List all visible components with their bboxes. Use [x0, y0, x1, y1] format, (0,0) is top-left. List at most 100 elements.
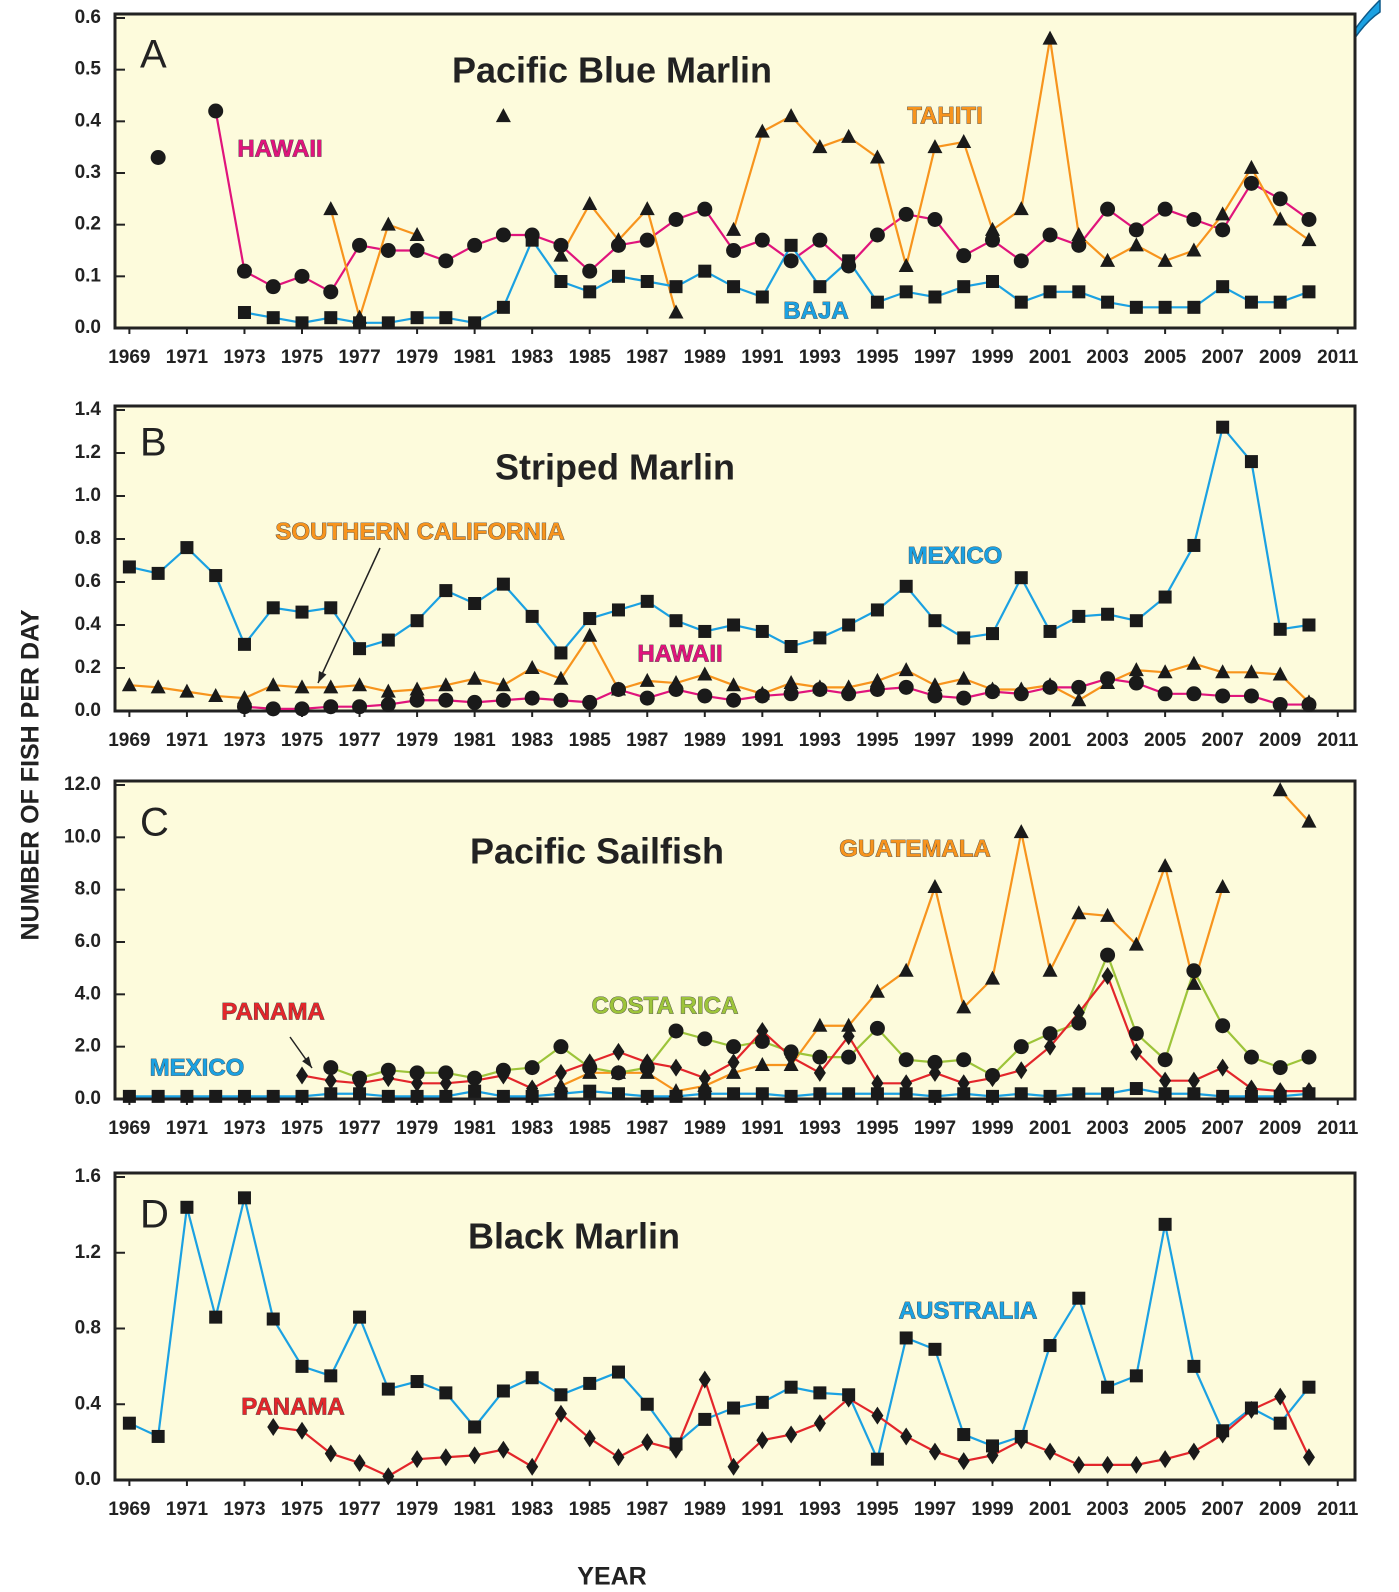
panel-title: Pacific Blue Marlin: [452, 50, 772, 91]
marker: [1129, 300, 1143, 314]
marker: [812, 682, 828, 697]
marker: [1015, 1061, 1028, 1080]
marker: [467, 670, 483, 685]
marker: [496, 300, 510, 314]
marker: [1215, 664, 1231, 679]
marker: [1244, 295, 1258, 309]
marker: [1043, 285, 1057, 299]
marker: [668, 1023, 684, 1039]
marker: [927, 212, 943, 227]
marker: [1072, 285, 1086, 299]
x-tick-label: 1991: [741, 1499, 784, 1520]
series-label: HAWAII: [237, 135, 322, 162]
marker: [582, 196, 598, 210]
marker: [265, 677, 281, 692]
x-tick-label: 1989: [684, 1118, 726, 1139]
marker: [353, 1087, 367, 1101]
marker: [352, 677, 368, 692]
marker: [1130, 1042, 1143, 1061]
marker: [639, 690, 655, 706]
marker: [1216, 1425, 1229, 1444]
marker: [122, 1416, 136, 1430]
x-tick-label: 1973: [223, 347, 265, 368]
marker: [409, 227, 425, 241]
marker: [986, 1069, 999, 1088]
marker: [323, 679, 339, 694]
marker: [1043, 1089, 1057, 1103]
x-tick-label: 1997: [914, 347, 956, 368]
marker: [812, 1017, 828, 1032]
marker: [641, 1433, 654, 1452]
marker: [525, 609, 539, 623]
marker: [1013, 686, 1029, 702]
marker: [438, 692, 454, 708]
y-tick-label: 1.2: [75, 442, 101, 463]
marker: [265, 279, 281, 295]
marker: [1042, 679, 1058, 695]
marker: [727, 1457, 740, 1476]
marker: [784, 1089, 798, 1103]
marker: [928, 1063, 941, 1082]
arrowhead: [302, 1056, 312, 1068]
marker: [1301, 697, 1317, 713]
marker: [1273, 1416, 1287, 1430]
marker: [726, 1064, 742, 1079]
marker: [985, 1439, 999, 1453]
x-tick-label: 1973: [223, 1499, 265, 1520]
y-tick-label: 8.0: [75, 879, 101, 900]
x-tick-label: 1993: [799, 1118, 841, 1139]
x-tick-label: 1981: [453, 730, 496, 751]
x-tick-label: 1993: [799, 347, 841, 368]
marker: [352, 699, 368, 715]
marker: [524, 690, 540, 706]
marker: [927, 677, 943, 692]
marker: [1071, 679, 1087, 695]
series-label: MEXICO: [908, 542, 1003, 569]
marker: [1272, 1060, 1288, 1076]
marker: [410, 1375, 424, 1389]
y-tick-label: 0.0: [75, 317, 101, 338]
marker: [611, 603, 625, 617]
x-tick-label: 1985: [569, 730, 612, 751]
marker: [754, 232, 770, 248]
marker: [323, 201, 339, 216]
x-tick-label: 1995: [856, 1118, 899, 1139]
x-tick-label: 1979: [396, 1499, 438, 1520]
x-tick-label: 1999: [971, 1118, 1013, 1139]
x-tick-label: 1987: [626, 730, 668, 751]
marker: [670, 1440, 683, 1459]
marker: [841, 1049, 857, 1065]
y-tick-label: 0.2: [75, 657, 101, 678]
marker: [697, 688, 713, 704]
marker: [122, 1089, 136, 1103]
marker: [208, 103, 224, 119]
x-tick-label: 1969: [108, 1118, 150, 1139]
marker: [1216, 280, 1230, 294]
marker: [841, 686, 857, 702]
marker: [783, 108, 799, 123]
marker: [381, 316, 395, 330]
marker: [583, 1376, 597, 1390]
marker: [1187, 538, 1201, 552]
marker: [554, 1404, 567, 1423]
x-tick-label: 2001: [1029, 730, 1072, 751]
marker: [353, 642, 367, 656]
marker: [266, 311, 280, 325]
marker: [726, 677, 742, 692]
marker: [1301, 1049, 1317, 1065]
marker: [870, 603, 884, 617]
x-tick-label: 2001: [1029, 347, 1072, 368]
marker: [899, 1331, 913, 1345]
marker: [1072, 1003, 1085, 1022]
y-tick-label: 0.0: [75, 1469, 101, 1490]
marker: [409, 243, 425, 258]
marker: [1216, 1058, 1229, 1077]
marker: [1274, 1387, 1287, 1406]
marker: [899, 1087, 913, 1101]
marker: [755, 1395, 769, 1409]
marker: [841, 1017, 857, 1032]
x-tick-label: 1969: [108, 730, 150, 751]
marker: [295, 1359, 309, 1373]
x-tick-label: 2007: [1202, 1118, 1244, 1139]
y-tick-label: 0.5: [75, 59, 102, 80]
